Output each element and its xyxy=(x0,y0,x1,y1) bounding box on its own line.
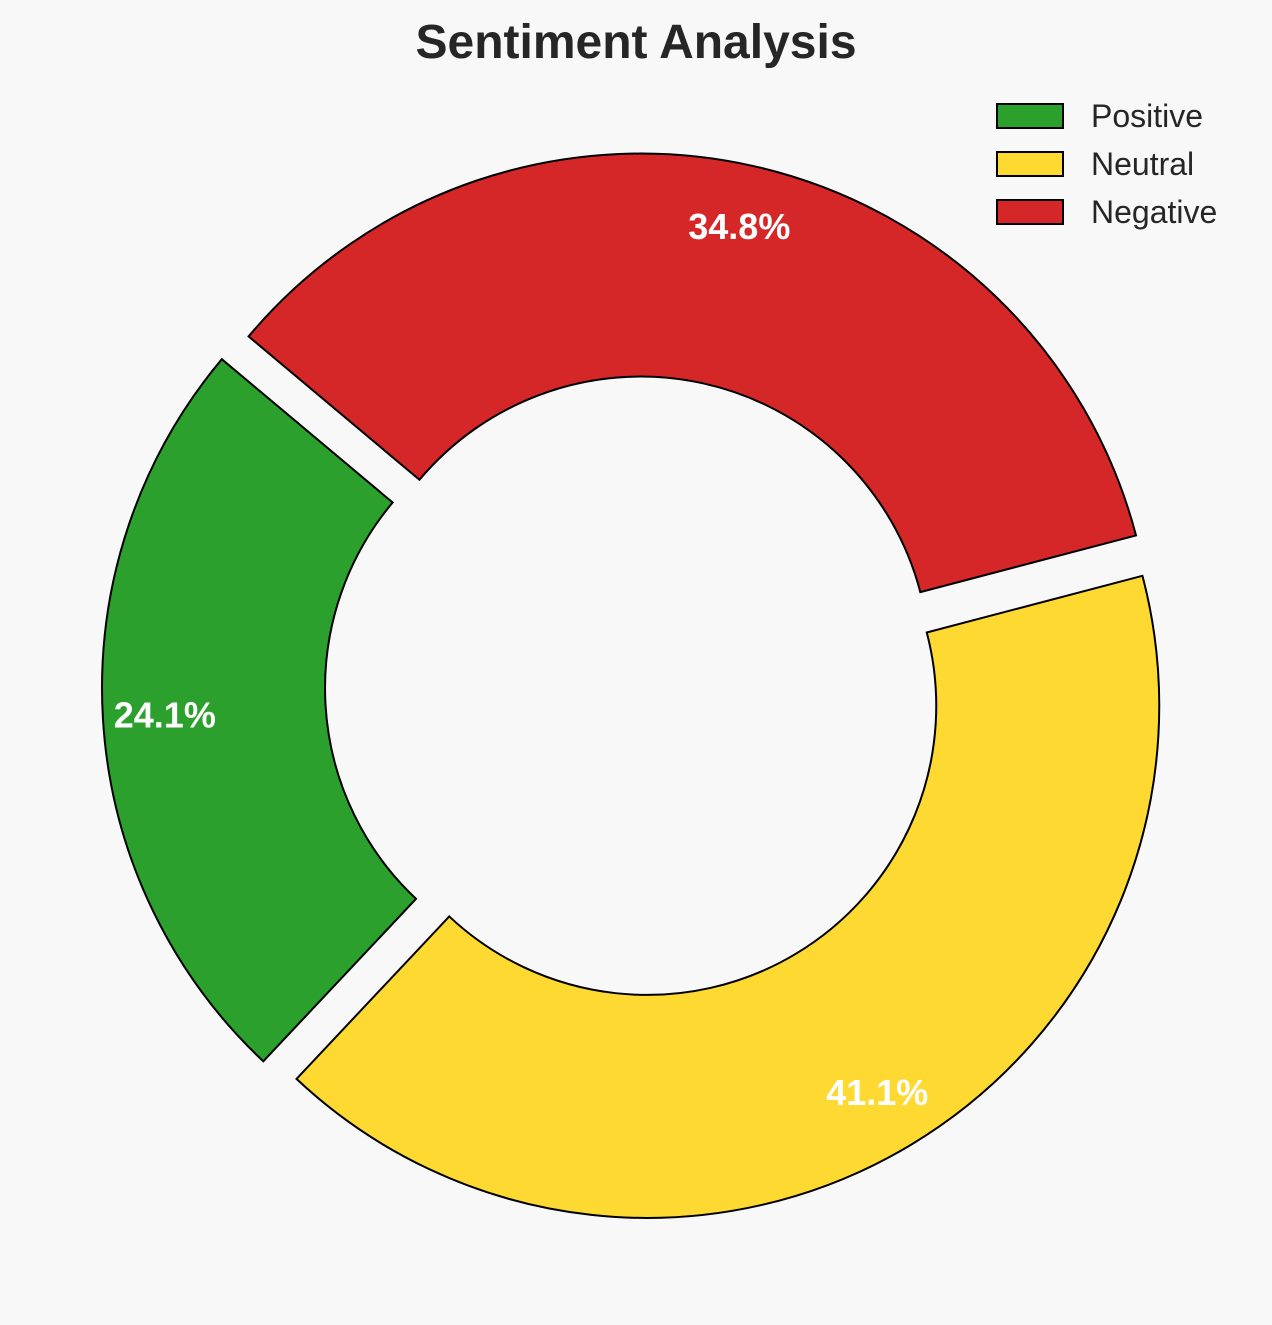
legend-swatch-neutral xyxy=(996,151,1064,177)
value-label-positive: 24.1% xyxy=(114,694,216,735)
legend-label-positive: Positive xyxy=(1091,98,1203,134)
legend-label-negative: Negative xyxy=(1091,194,1217,230)
slice-value-labels: 24.1% 41.1% 34.8% xyxy=(114,206,929,1113)
chart-title: Sentiment Analysis xyxy=(415,16,856,69)
slice-positive xyxy=(101,357,418,1063)
slice-negative xyxy=(247,152,1138,594)
legend-item-positive: Positive xyxy=(996,98,1203,134)
legend-swatch-positive xyxy=(996,103,1064,129)
value-label-neutral: 41.1% xyxy=(826,1072,928,1113)
donut-slices xyxy=(101,152,1161,1219)
slice-neutral xyxy=(295,574,1161,1219)
legend-item-negative: Negative xyxy=(996,194,1217,230)
chart-legend: Positive Neutral Negative xyxy=(996,98,1217,230)
value-label-negative: 34.8% xyxy=(688,206,790,247)
legend-swatch-negative xyxy=(996,199,1064,225)
legend-item-neutral: Neutral xyxy=(996,146,1194,182)
legend-label-neutral: Neutral xyxy=(1091,146,1194,182)
